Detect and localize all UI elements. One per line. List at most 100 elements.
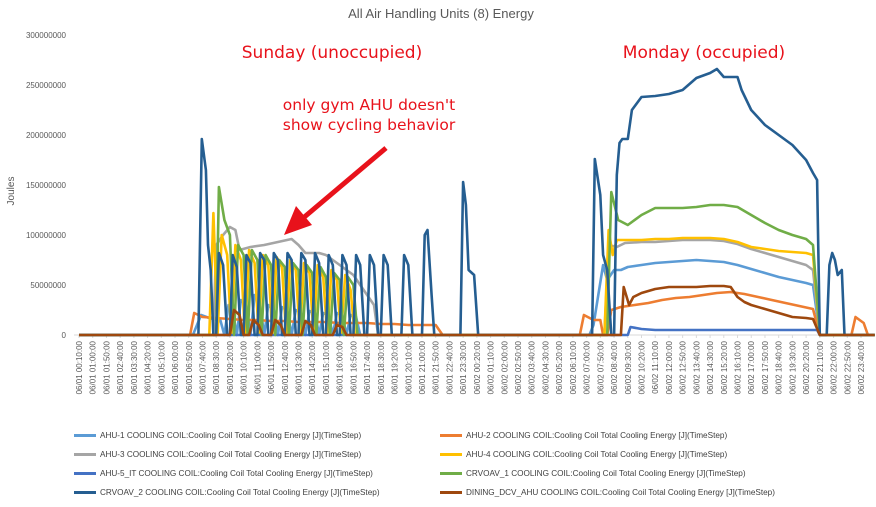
x-tick-label: 06/02 07:50:00	[596, 340, 605, 394]
x-tick-label: 06/02 02:00:00	[500, 340, 509, 394]
x-tick-label: 06/01 20:10:00	[404, 340, 413, 394]
x-tick-label: 06/01 12:40:00	[281, 340, 290, 394]
series-line-5	[79, 325, 875, 337]
x-tick-label: 06/01 08:30:00	[212, 340, 221, 394]
legend-item: CRVOAV_1 COOLING COIL:Cooling Coil Total…	[440, 466, 840, 481]
legend-swatch	[440, 434, 462, 437]
legend-swatch	[74, 434, 96, 437]
x-tick-label: 06/01 09:20:00	[226, 340, 235, 394]
x-tick-label: 06/02 16:10:00	[734, 340, 743, 394]
legend-item: AHU-3 COOLING COIL:Cooling Coil Total Co…	[74, 447, 440, 462]
y-tick-label: 150000000	[26, 181, 67, 190]
x-tick-label: 06/02 09:30:00	[624, 340, 633, 394]
legend-label: AHU-3 COOLING COIL:Cooling Coil Total Co…	[100, 450, 362, 459]
x-tick-label: 06/02 10:20:00	[637, 340, 646, 394]
x-tick-label: 06/01 06:00:00	[171, 340, 180, 394]
legend-item: AHU-5_IT COOLING COIL:Cooling Coil Total…	[74, 466, 440, 481]
x-tick-label: 06/01 01:00:00	[89, 340, 98, 394]
legend: AHU-1 COOLING COIL:Cooling Coil Total Co…	[74, 428, 864, 500]
x-tick-label: 06/02 12:00:00	[665, 340, 674, 394]
series-line-8	[79, 284, 875, 337]
x-tick-label: 06/02 22:50:00	[843, 340, 852, 394]
x-tick-label: 06/02 12:50:00	[679, 340, 688, 394]
legend-item: AHU-2 COOLING COIL:Cooling Coil Total Co…	[440, 428, 840, 443]
x-tick-label: 06/02 15:20:00	[720, 340, 729, 394]
x-tick-label: 06/02 14:30:00	[706, 340, 715, 394]
x-tick-label: 06/02 00:20:00	[473, 340, 482, 394]
x-tick-label: 06/02 17:00:00	[747, 340, 756, 394]
x-tick-label: 06/01 05:10:00	[157, 340, 166, 394]
legend-item: AHU-1 COOLING COIL:Cooling Coil Total Co…	[74, 428, 440, 443]
chart-title: All Air Handling Units (8) Energy	[348, 6, 534, 21]
x-tick-label: 06/02 07:00:00	[583, 340, 592, 394]
series-line-3	[79, 225, 875, 337]
x-tick-label: 06/01 18:30:00	[377, 340, 386, 394]
x-tick-label: 06/01 02:40:00	[116, 340, 125, 394]
legend-swatch	[440, 453, 462, 456]
x-tick-label: 06/01 14:20:00	[308, 340, 317, 394]
x-tick-label: 06/02 22:00:00	[830, 340, 839, 394]
annotation-arrow-icon	[284, 146, 388, 235]
x-tick-label: 06/01 22:40:00	[445, 340, 454, 394]
x-tick-label: 06/01 04:20:00	[144, 340, 153, 394]
x-tick-label: 06/01 16:00:00	[336, 340, 345, 394]
series-line-7	[79, 67, 875, 337]
x-tick-label: 06/02 08:40:00	[610, 340, 619, 394]
legend-label: CRVOAV_1 COOLING COIL:Cooling Coil Total…	[466, 469, 746, 478]
legend-item: DINING_DCV_AHU COOLING COIL:Cooling Coil…	[440, 485, 840, 500]
legend-swatch	[74, 453, 96, 456]
x-tick-label: 06/01 10:10:00	[240, 340, 249, 394]
x-tick-label: 06/01 16:50:00	[349, 340, 358, 394]
y-tick-label: 250000000	[26, 81, 67, 90]
x-tick-label: 06/01 21:00:00	[418, 340, 427, 394]
legend-label: AHU-2 COOLING COIL:Cooling Coil Total Co…	[466, 431, 728, 440]
x-ticks: 06/01 00:10:00 06/01 01:00:00 06/01 01:50:…	[75, 335, 866, 394]
legend-label: AHU-4 COOLING COIL:Cooling Coil Total Co…	[466, 450, 728, 459]
annotation-monday: Monday (occupied)	[623, 43, 785, 63]
x-tick-label: 06/02 17:50:00	[761, 340, 770, 394]
legend-item: CRVOAV_2 COOLING COIL:Cooling Coil Total…	[74, 485, 440, 500]
annotation-gym-line1: only gym AHU doesn't	[283, 96, 455, 114]
x-tick-label: 06/02 01:10:00	[487, 340, 496, 394]
x-tick-label: 06/01 01:50:00	[102, 340, 111, 394]
x-tick-label: 06/02 06:10:00	[569, 340, 578, 394]
x-tick-label: 06/02 11:10:00	[651, 340, 660, 393]
x-tick-label: 06/02 18:40:00	[775, 340, 784, 394]
x-tick-label: 06/01 06:50:00	[185, 340, 194, 394]
x-tick-label: 06/01 19:20:00	[391, 340, 400, 394]
legend-label: AHU-5_IT COOLING COIL:Cooling Coil Total…	[100, 469, 373, 478]
x-tick-label: 06/02 21:10:00	[816, 340, 825, 394]
legend-item: AHU-4 COOLING COIL:Cooling Coil Total Co…	[440, 447, 840, 462]
legend-swatch	[74, 491, 96, 494]
x-tick-label: 06/01 17:40:00	[363, 340, 372, 394]
x-tick-label: 06/02 13:40:00	[692, 340, 701, 394]
x-tick-label: 06/02 02:50:00	[514, 340, 523, 394]
x-tick-label: 06/01 13:30:00	[295, 340, 304, 394]
y-tick-label: 200000000	[26, 131, 67, 140]
y-tick-label: 300000000	[26, 31, 67, 40]
x-tick-label: 06/02 19:30:00	[788, 340, 797, 394]
x-tick-label: 06/02 05:20:00	[555, 340, 564, 394]
y-tick-label: 100000000	[26, 231, 67, 240]
x-tick-label: 06/01 11:00:00	[253, 340, 262, 393]
x-tick-label: 06/01 21:50:00	[432, 340, 441, 394]
legend-swatch	[440, 491, 462, 494]
x-tick-label: 06/02 20:20:00	[802, 340, 811, 394]
x-tick-label: 06/01 03:30:00	[130, 340, 139, 394]
y-axis-label: Joules	[6, 177, 17, 206]
legend-label: DINING_DCV_AHU COOLING COIL:Cooling Coil…	[466, 488, 775, 497]
legend-label: CRVOAV_2 COOLING COIL:Cooling Coil Total…	[100, 488, 380, 497]
y-ticks: 0 50000000 100000000 150000000 200000000 2500…	[26, 31, 67, 340]
y-tick-label: 50000000	[30, 281, 66, 290]
legend-swatch	[440, 472, 462, 475]
series-group	[79, 67, 875, 337]
x-tick-label: 06/01 23:30:00	[459, 340, 468, 394]
annotation-gym-line2: show cycling behavior	[283, 116, 456, 134]
x-tick-label: 06/02 04:30:00	[541, 340, 550, 394]
x-tick-label: 06/02 23:40:00	[857, 340, 866, 394]
x-tick-label: 06/01 07:40:00	[198, 340, 207, 394]
x-tick-label: 06/02 03:40:00	[528, 340, 537, 394]
x-tick-label: 06/01 11:50:00	[267, 340, 276, 393]
y-tick-label: 0	[62, 331, 67, 340]
